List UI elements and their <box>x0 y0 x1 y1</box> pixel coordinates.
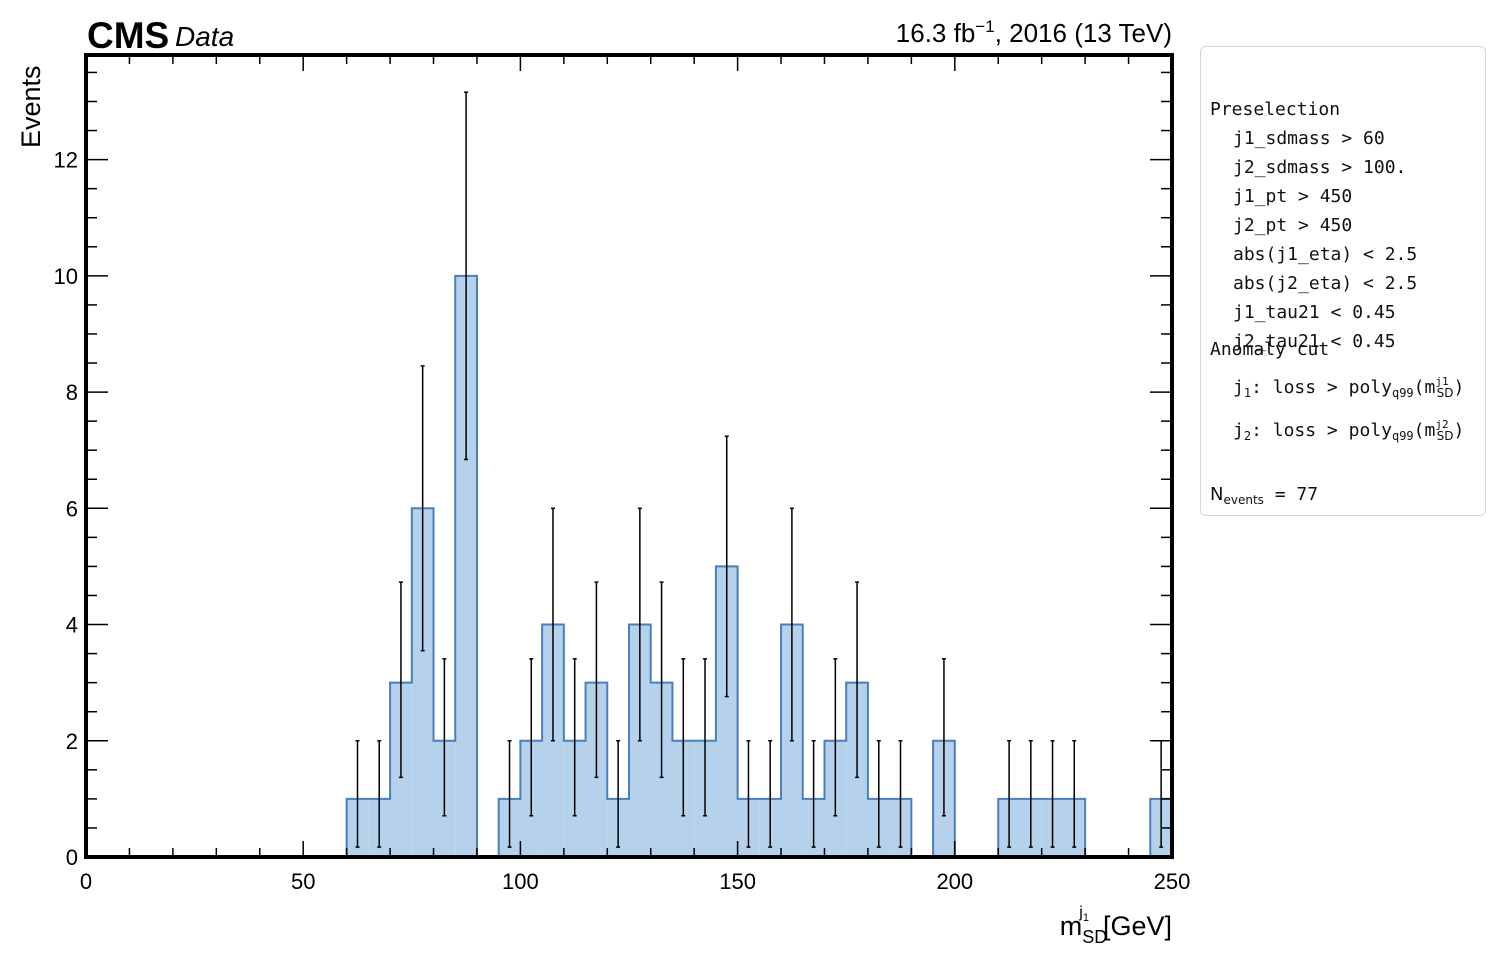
histogram-bar <box>715 566 738 857</box>
y-tick-label: 8 <box>66 380 78 405</box>
y-tick-label: 2 <box>66 729 78 754</box>
y-tick-label: 0 <box>66 845 78 870</box>
nevents-label: Nevents = 77 <box>1210 484 1319 507</box>
legend-box: Preselection j1_sdmass > 60 j2_sdmass > 1… <box>1200 46 1486 516</box>
preselection-cut: j2_sdmass > 100. <box>1233 157 1407 178</box>
x-tick-label: 250 <box>1154 869 1191 894</box>
histogram-bar <box>411 508 434 857</box>
error-bars <box>355 91 1164 848</box>
preselection-cut: abs(j2_eta) < 2.5 <box>1233 273 1418 294</box>
anomaly-title: Anomaly cut <box>1210 339 1330 360</box>
y-tick-label: 12 <box>54 148 78 173</box>
x-tick-label: 0 <box>80 869 92 894</box>
histogram-bars <box>345 274 1173 857</box>
anomaly-cut: j1: loss > polyq99(mj1SD) <box>1233 375 1465 400</box>
histogram-bar <box>455 275 477 857</box>
x-tick-label: 200 <box>936 869 973 894</box>
y-tick-label: 10 <box>54 264 78 289</box>
x-tick-label: 50 <box>291 869 315 894</box>
y-tick-label: 6 <box>66 496 78 521</box>
preselection-cut: j1_sdmass > 60 <box>1233 128 1385 149</box>
plot-axes: 0 50 100 150 200 250 0 2 4 6 8 10 12 <box>54 53 1191 894</box>
preselection-cut: j2_pt > 450 <box>1233 215 1353 236</box>
data-label: Data <box>175 21 234 52</box>
preselection-title: Preselection <box>1210 99 1341 120</box>
cms-label: CMS <box>87 15 169 56</box>
y-tick-label: 4 <box>66 613 78 638</box>
preselection-cut: abs(j1_eta) < 2.5 <box>1233 244 1418 265</box>
x-axis-label: mSDj1 [GeV] <box>1060 904 1172 947</box>
lumi-label: 16.3 fb−1, 2016 (13 TeV) <box>896 17 1172 48</box>
anomaly-cut: j2: loss > polyq99(mj2SD) <box>1233 418 1465 443</box>
preselection-cut: j2_tau21 < 0.45 <box>1233 331 1396 352</box>
x-tick-label: 150 <box>719 869 756 894</box>
x-tick-label: 100 <box>502 869 539 894</box>
y-axis-label: Events <box>16 65 46 148</box>
preselection-cut: j1_tau21 < 0.45 <box>1233 302 1396 323</box>
preselection-cut: j1_pt > 450 <box>1233 186 1353 207</box>
plot-frame <box>84 53 1174 859</box>
